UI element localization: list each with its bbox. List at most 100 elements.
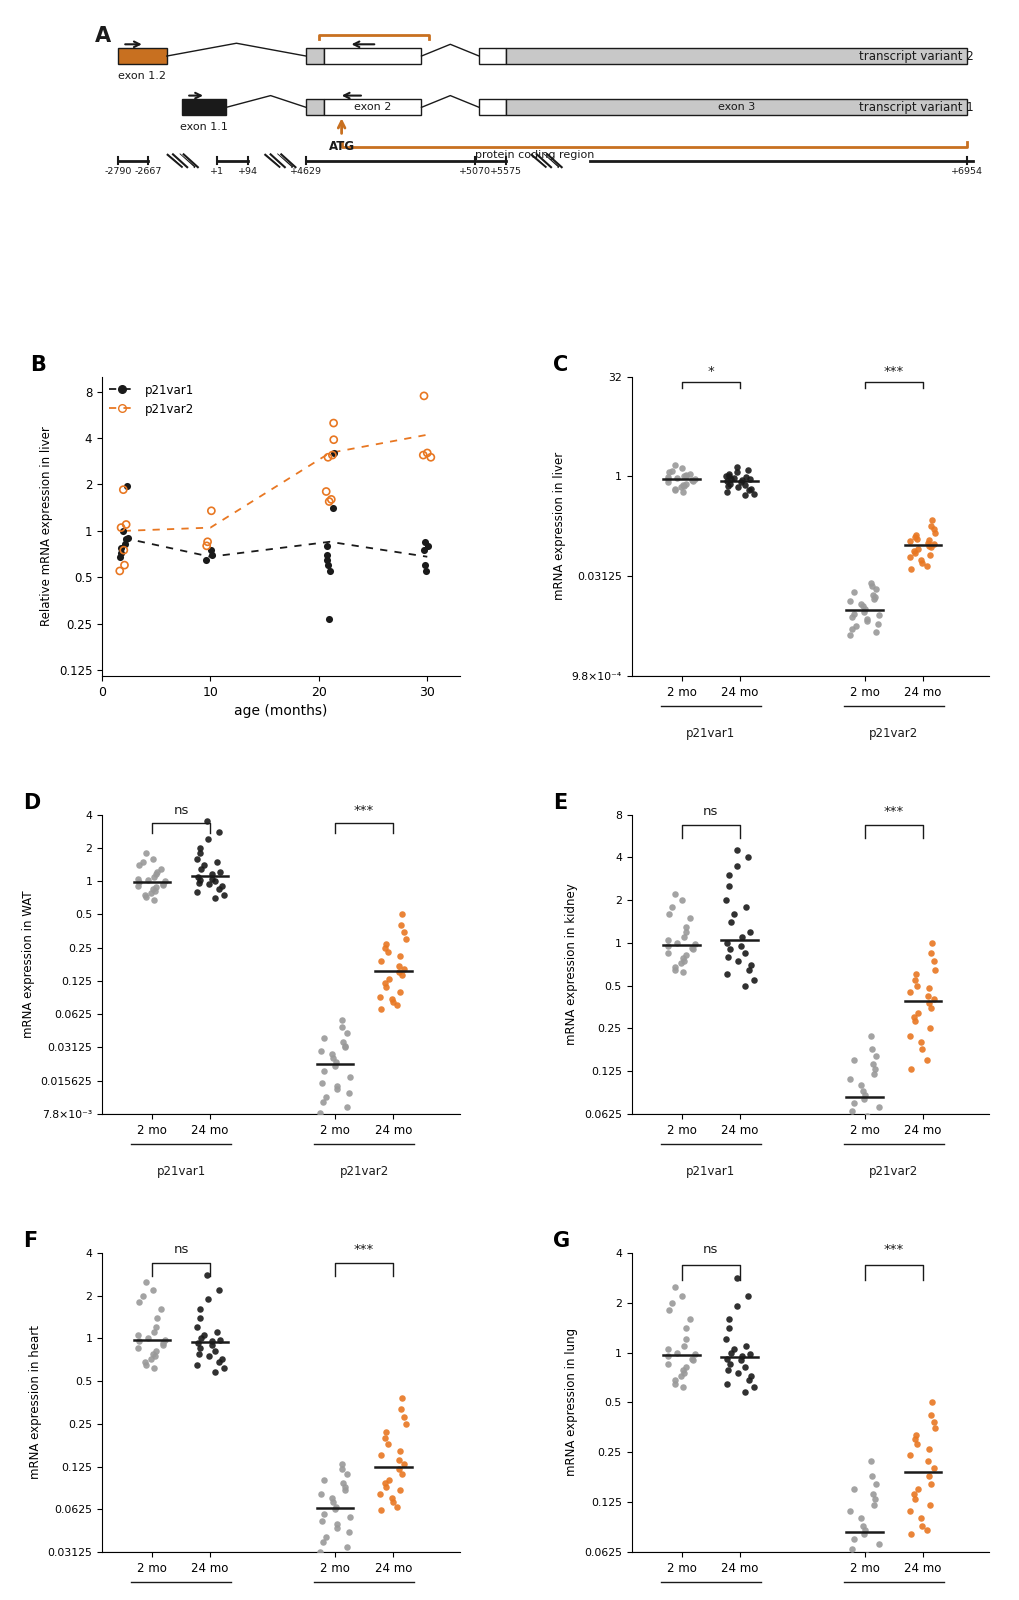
Point	[119, 525, 136, 550]
Point	[918, 554, 934, 579]
Point	[155, 872, 171, 898]
Text: exon 1.1: exon 1.1	[180, 122, 228, 131]
Point	[325, 427, 341, 453]
Point	[677, 1326, 693, 1352]
Point	[867, 619, 883, 645]
Point	[207, 1338, 223, 1363]
Text: ***: ***	[882, 805, 903, 818]
Point	[902, 557, 918, 582]
Point	[736, 973, 752, 998]
Point	[129, 1323, 146, 1349]
Text: *: *	[706, 365, 713, 378]
Point	[718, 480, 735, 506]
Point	[674, 888, 690, 914]
Text: ***: ***	[354, 1243, 374, 1256]
Point	[372, 984, 388, 1010]
Point	[333, 1008, 350, 1034]
Point	[190, 864, 206, 890]
Point	[908, 973, 924, 998]
Point	[720, 874, 737, 899]
Point	[856, 597, 872, 622]
Bar	[479, 99, 505, 115]
Point	[130, 853, 147, 878]
Point	[743, 475, 759, 501]
Point	[321, 488, 337, 514]
Point	[740, 477, 756, 502]
Point	[211, 877, 227, 902]
Point	[336, 1035, 353, 1061]
Bar	[118, 48, 167, 64]
Point	[138, 1269, 154, 1294]
Point	[321, 606, 337, 632]
Point	[913, 1035, 929, 1061]
Point	[130, 869, 147, 894]
Point	[906, 1486, 922, 1512]
Point	[854, 1078, 870, 1104]
Point	[397, 926, 414, 952]
Point	[192, 1296, 208, 1322]
Point	[729, 459, 745, 485]
Point	[149, 859, 165, 885]
Point	[324, 442, 340, 467]
Point	[920, 1493, 936, 1518]
Point	[148, 1314, 164, 1339]
Point	[720, 461, 737, 486]
Point	[340, 1520, 357, 1546]
Point	[864, 1051, 880, 1077]
Point	[906, 538, 922, 563]
Point	[845, 1090, 861, 1115]
Point	[686, 466, 702, 491]
Point	[843, 1099, 859, 1125]
Point	[659, 467, 676, 493]
Bar	[306, 99, 324, 115]
Y-axis label: mRNA expression in liver: mRNA expression in liver	[552, 453, 566, 600]
Point	[678, 470, 694, 496]
Point	[203, 866, 219, 891]
Point	[189, 1352, 205, 1378]
Point	[314, 1070, 330, 1096]
Point	[207, 885, 223, 910]
Point	[148, 862, 164, 888]
Point	[684, 467, 700, 493]
Point	[919, 533, 935, 558]
Point	[191, 870, 207, 896]
Point	[216, 1355, 232, 1381]
Point	[325, 410, 341, 435]
Point	[676, 474, 692, 499]
Text: transcript variant 2: transcript variant 2	[858, 50, 972, 62]
Point	[902, 1522, 918, 1547]
Point	[678, 1354, 694, 1379]
Point	[736, 483, 752, 509]
Point	[140, 867, 156, 893]
Point	[147, 878, 163, 904]
Point	[389, 1494, 406, 1520]
Text: C: C	[552, 355, 568, 374]
Point	[678, 462, 694, 488]
Text: +4629: +4629	[289, 166, 322, 176]
Point	[395, 1403, 412, 1429]
Point	[858, 1104, 874, 1130]
Point	[718, 1346, 735, 1371]
Point	[415, 442, 431, 467]
Point	[906, 1008, 922, 1034]
Point	[659, 933, 676, 958]
Point	[842, 1499, 858, 1525]
Point	[736, 472, 752, 498]
Point	[155, 870, 171, 896]
Point	[329, 1077, 345, 1102]
Point	[913, 1514, 929, 1539]
Point	[912, 1029, 928, 1054]
Point	[720, 1306, 737, 1331]
Point	[329, 1512, 345, 1538]
Point	[865, 1493, 881, 1518]
Text: p21var1: p21var1	[156, 1165, 206, 1178]
Point	[390, 960, 407, 986]
Point	[316, 1026, 332, 1051]
Point	[920, 976, 936, 1002]
Point	[867, 1138, 883, 1163]
Point	[336, 1034, 353, 1059]
Point	[152, 1296, 168, 1322]
Y-axis label: mRNA expression in heart: mRNA expression in heart	[29, 1325, 42, 1480]
Point	[919, 530, 935, 555]
Point	[213, 874, 229, 899]
